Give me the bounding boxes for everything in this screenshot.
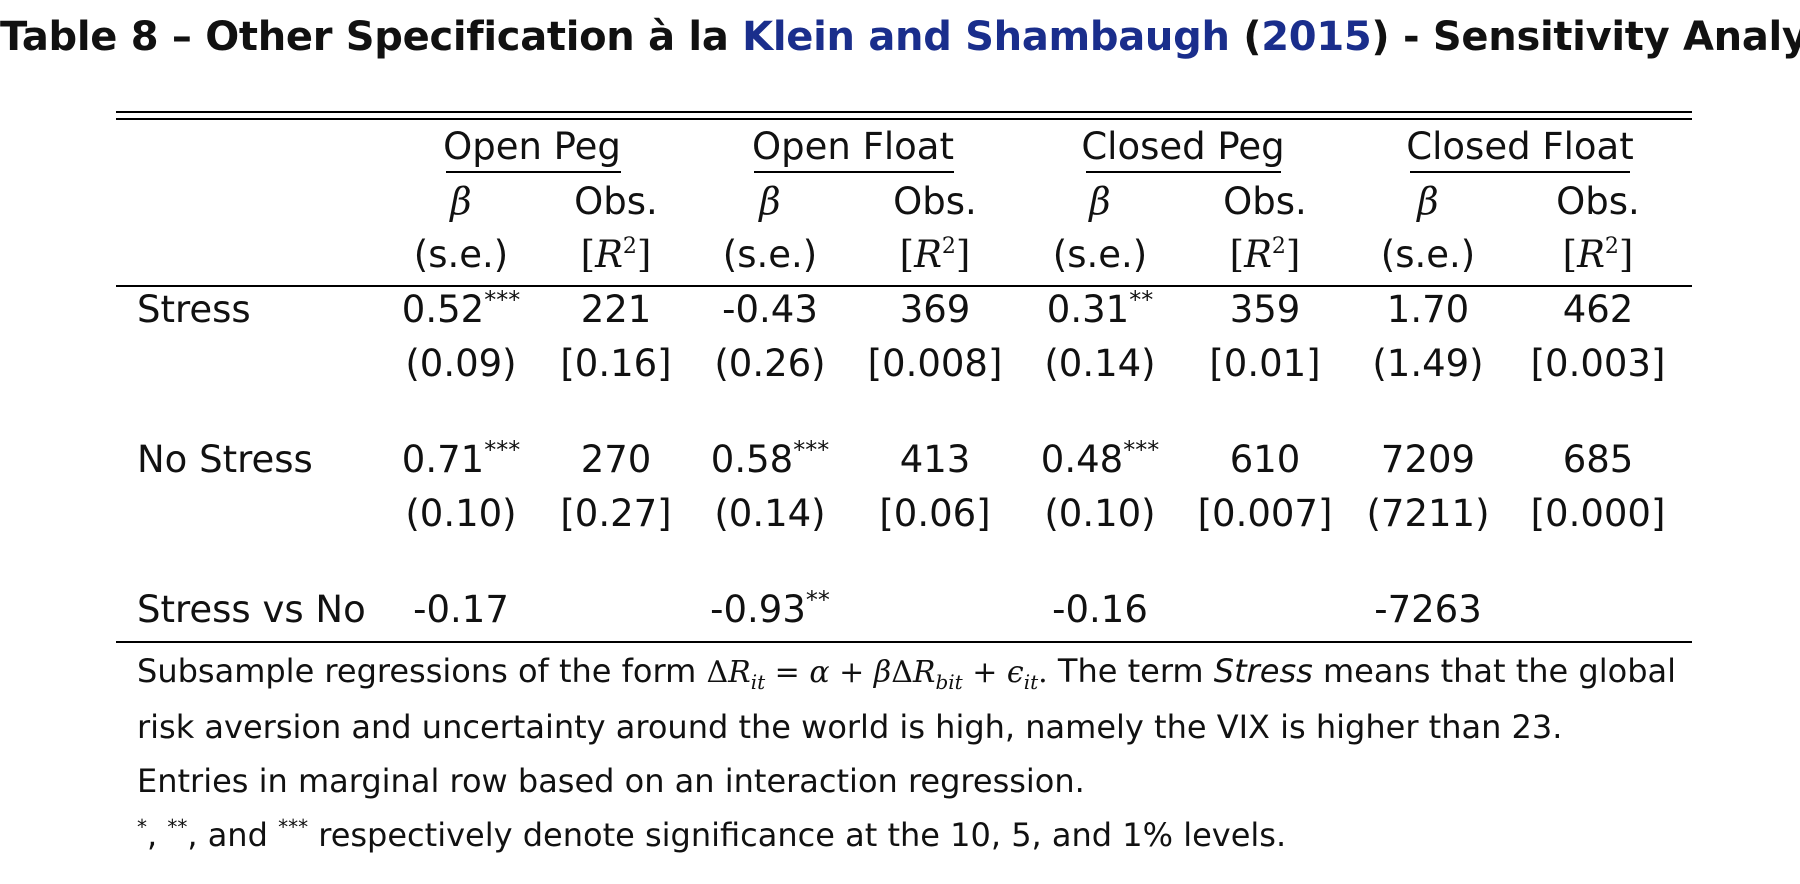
table-cell: 369: [899, 288, 971, 331]
beta-header: β: [759, 180, 781, 223]
table-cell: 221: [580, 288, 652, 331]
row-label-no-stress: No Stress: [137, 438, 313, 481]
bottom-rule: [116, 641, 1692, 643]
table-cell: 685: [1562, 438, 1634, 481]
caption-suffix: - Sensitivity Analysis: [1403, 14, 1800, 60]
table-cell-r2: [0.06]: [879, 492, 991, 535]
note-line-3: Entries in marginal row based on an inte…: [137, 762, 1085, 800]
obs-header: Obs.: [1223, 180, 1307, 223]
table-cell-r2: [0.000]: [1530, 492, 1666, 535]
beta-header: β: [1089, 180, 1111, 223]
obs-header: Obs.: [1556, 180, 1640, 223]
se-header: (s.e.): [1052, 233, 1148, 276]
header-rule: [116, 285, 1692, 287]
r2-header: [R2]: [899, 233, 971, 276]
note-line-4: *, **, and *** respectively denote signi…: [137, 815, 1287, 854]
se-header: (s.e.): [413, 233, 509, 276]
marginal-cell: -0.17: [413, 588, 509, 631]
citation-close-paren: ): [1371, 14, 1390, 60]
table-cell: 462: [1562, 288, 1634, 331]
table-cell-r2: [0.007]: [1197, 492, 1333, 535]
se-header: (s.e.): [722, 233, 818, 276]
marginal-cell: -0.16: [1052, 588, 1148, 631]
table-cell-se: (0.10): [405, 492, 517, 535]
regression-equation: ΔRit = α + βΔRbit + ϵit.: [706, 655, 1048, 694]
table-cell: 270: [580, 438, 652, 481]
table-cell: 0.58***: [710, 436, 830, 481]
group-header-open-peg: Open Peg: [443, 125, 621, 168]
r2-header: [R2]: [580, 233, 652, 276]
table-cell: 0.52***: [401, 286, 521, 331]
table-cell: 359: [1229, 288, 1301, 331]
group-underline-closed-float: [1410, 171, 1630, 173]
beta-header: β: [1417, 180, 1439, 223]
obs-header: Obs.: [893, 180, 977, 223]
table-cell-r2: [0.003]: [1530, 342, 1666, 385]
marginal-cell: -7263: [1374, 588, 1482, 631]
table-cell: 413: [899, 438, 971, 481]
group-header-closed-float: Closed Float: [1406, 125, 1634, 168]
group-header-open-float: Open Float: [752, 125, 954, 168]
table-cell: 1.70: [1386, 288, 1470, 331]
table-cell-se: (0.14): [714, 492, 826, 535]
table-cell-se: (0.10): [1044, 492, 1156, 535]
table-cell-r2: [0.27]: [560, 492, 672, 535]
top-rule-outer: [116, 111, 1692, 113]
table-caption: Table 8 – Other Specification à la Klein…: [0, 14, 1800, 60]
table-cell-r2: [0.008]: [867, 342, 1003, 385]
note-line-2: risk aversion and uncertainty around the…: [137, 708, 1563, 746]
table-cell-r2: [0.01]: [1209, 342, 1321, 385]
marginal-cell: -0.93**: [710, 586, 830, 631]
beta-header: β: [450, 180, 472, 223]
top-rule-inner: [116, 118, 1692, 120]
caption-prefix: Table 8 – Other Specification à la: [0, 14, 743, 60]
obs-header: Obs.: [574, 180, 658, 223]
row-label-stress-vs-no: Stress vs No: [137, 588, 366, 631]
table-cell-se: (0.26): [714, 342, 826, 385]
table-cell: -0.43: [722, 288, 818, 331]
table-cell: 610: [1229, 438, 1301, 481]
row-label-stress: Stress: [137, 288, 251, 331]
table-notes: Subsample regressions of the form ΔRit =…: [137, 644, 1697, 862]
citation-year-link[interactable]: 2015: [1261, 14, 1372, 60]
table-cell-se: (0.14): [1044, 342, 1156, 385]
table-cell-r2: [0.16]: [560, 342, 672, 385]
table-cell-se: (0.09): [405, 342, 517, 385]
table-cell-se: (1.49): [1372, 342, 1484, 385]
citation-authors-link[interactable]: Klein and Shambaugh: [742, 14, 1230, 60]
group-header-closed-peg: Closed Peg: [1081, 125, 1285, 168]
table-cell-se: (7211): [1366, 492, 1490, 535]
table-cell: 0.48***: [1040, 436, 1160, 481]
table-cell: 0.71***: [401, 436, 521, 481]
group-underline-closed-peg: [1086, 171, 1281, 173]
note-line-1: Subsample regressions of the form ΔRit =…: [137, 652, 1676, 694]
group-underline-open-peg: [446, 171, 621, 173]
citation-open-paren: (: [1243, 14, 1262, 60]
table-cell: 7209: [1380, 438, 1476, 481]
r2-header: [R2]: [1562, 233, 1634, 276]
se-header: (s.e.): [1380, 233, 1476, 276]
group-underline-open-float: [754, 171, 954, 173]
table-cell: 0.31**: [1046, 286, 1154, 331]
r2-header: [R2]: [1229, 233, 1301, 276]
